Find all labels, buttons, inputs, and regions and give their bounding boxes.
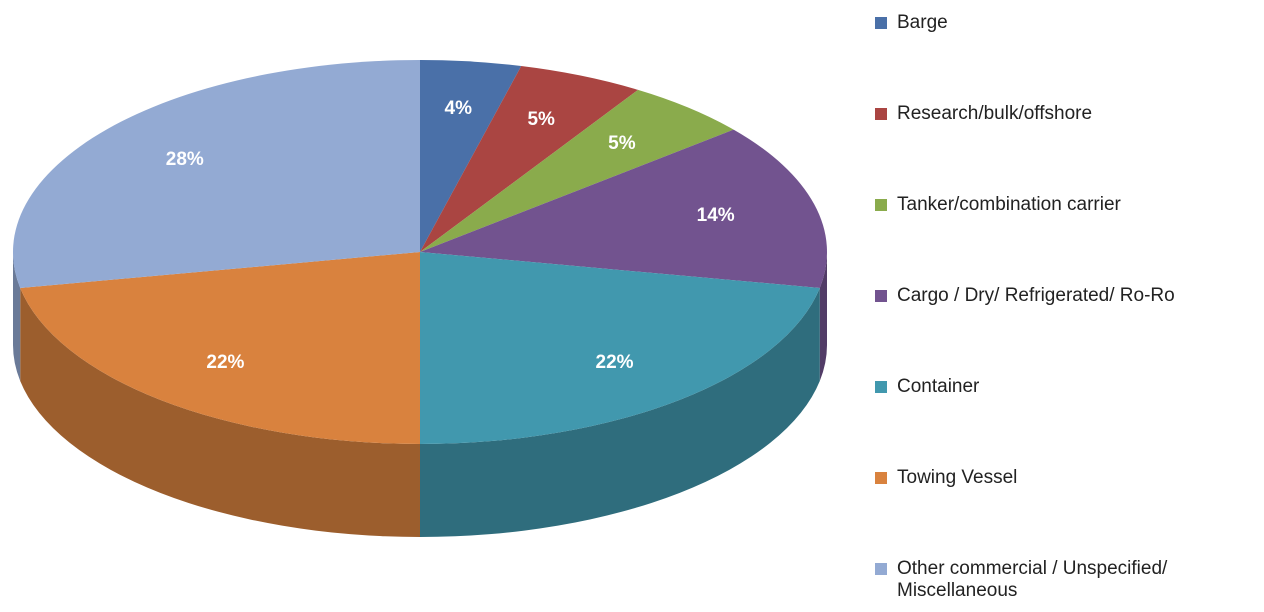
pie-slice — [420, 252, 820, 444]
data-label: 22% — [596, 352, 634, 373]
legend-swatch — [875, 381, 887, 393]
legend-item: Container — [875, 376, 1260, 398]
pie-side — [420, 287, 820, 537]
legend-label: Cargo / Dry/ Refrigerated/ Ro-Ro — [897, 285, 1175, 306]
data-label: 4% — [445, 98, 473, 119]
legend-label: Towing Vessel — [897, 467, 1018, 488]
data-label: 14% — [697, 205, 735, 226]
legend-label: Other commercial / Unspecified/ Miscella… — [897, 558, 1168, 601]
legend-swatch — [875, 563, 887, 575]
data-label: 5% — [527, 109, 555, 130]
legend-item: Other commercial / Unspecified/ Miscella… — [875, 558, 1260, 602]
pie-side — [20, 287, 421, 537]
legend-label: Barge — [897, 12, 948, 33]
pie-slice — [12, 60, 420, 288]
legend-swatch — [875, 17, 887, 29]
legend-item: Barge — [875, 12, 1260, 34]
legend-swatch — [875, 290, 887, 302]
legend-item: Tanker/combination carrier — [875, 194, 1260, 216]
legend-swatch — [875, 472, 887, 484]
legend-swatch — [875, 199, 887, 211]
data-label: 28% — [166, 149, 204, 170]
pie-side — [13, 252, 21, 381]
legend-label: Research/bulk/offshore — [897, 103, 1093, 124]
legend-item: Cargo / Dry/ Refrigerated/ Ro-Ro — [875, 285, 1260, 307]
pie-slice — [420, 66, 639, 252]
legend-swatch — [875, 108, 887, 120]
pie-slice — [420, 89, 734, 252]
legend-item: Research/bulk/offshore — [875, 103, 1260, 125]
data-label: 5% — [608, 133, 636, 154]
data-label: 22% — [206, 352, 244, 373]
legend-label: Tanker/combination carrier — [897, 194, 1121, 215]
pie-slice — [420, 60, 522, 252]
legend-label: Container — [897, 376, 980, 397]
legend-item: Towing Vessel — [875, 467, 1260, 489]
pie-side — [819, 252, 827, 381]
pie-slice — [420, 129, 827, 288]
pie-slice — [20, 252, 421, 444]
